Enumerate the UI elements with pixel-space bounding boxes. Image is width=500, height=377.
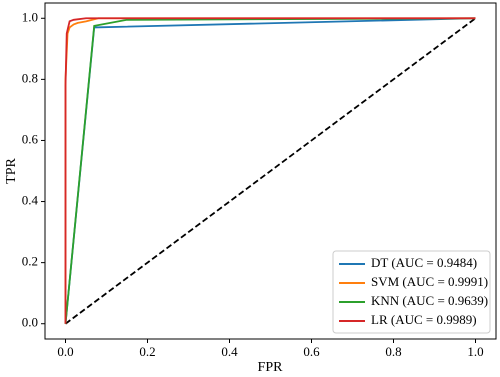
y-tick-label: 0.2 — [22, 254, 38, 269]
legend-label: DT (AUC = 0.9484) — [371, 255, 477, 270]
y-tick-label: 0.4 — [22, 193, 39, 208]
legend-box — [332, 250, 491, 334]
x-tick-label: 0.4 — [221, 344, 238, 359]
y-axis-label: TPR — [4, 158, 19, 184]
legend-label: SVM (AUC = 0.9991) — [371, 274, 488, 289]
series-line — [64, 17, 476, 324]
y-tick-label: 1.0 — [22, 9, 38, 24]
y-tick-label: 0.8 — [22, 70, 38, 85]
legend-label: KNN (AUC = 0.9639) — [371, 293, 488, 308]
y-tick-label: 0.0 — [22, 315, 38, 330]
y-tick-label: 0.6 — [22, 131, 39, 146]
x-tick-label: 0.6 — [303, 344, 320, 359]
x-tick-label: 0.0 — [57, 344, 73, 359]
plot-frame — [44, 2, 497, 340]
legend-label: LR (AUC = 0.9989) — [371, 312, 477, 327]
x-axis-label: FPR — [258, 360, 284, 375]
x-tick-label: 0.8 — [385, 344, 401, 359]
x-tick-label: 0.2 — [139, 344, 155, 359]
x-tick-label: 1.0 — [467, 344, 483, 359]
diagonal-line — [64, 17, 477, 325]
